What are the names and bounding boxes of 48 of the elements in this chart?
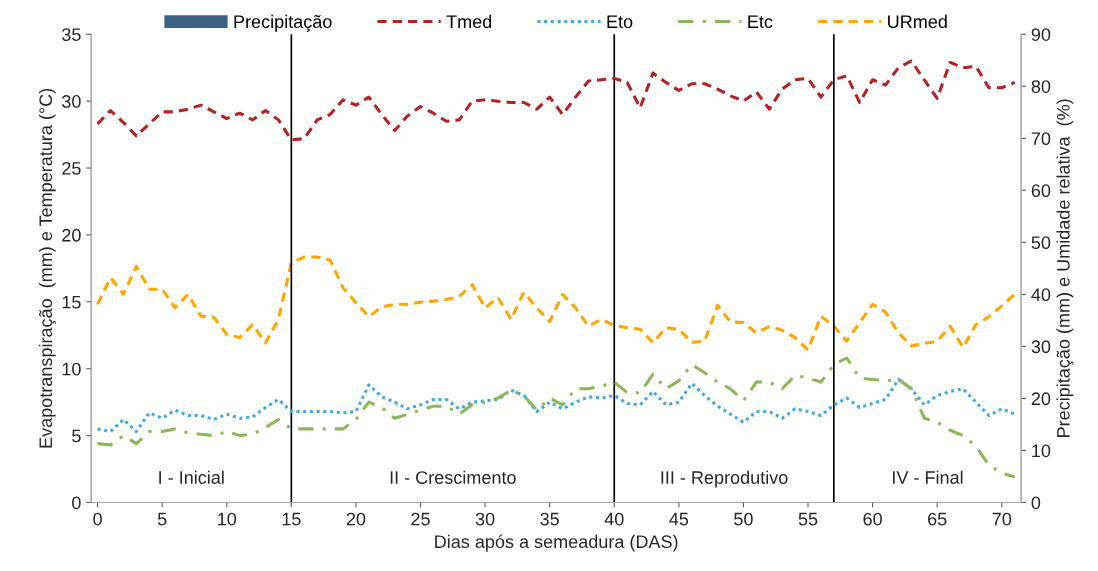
y-tick-label: 15 [62, 295, 81, 309]
y2-tick-label: 40 [1031, 288, 1051, 302]
x-tick-label: 70 [992, 512, 1012, 526]
y2-tick-label: 0 [1031, 496, 1041, 510]
y-tick-label: 0 [72, 496, 81, 510]
y-tick-label: 30 [62, 95, 81, 108]
x-tick-label: 50 [734, 512, 753, 526]
line-series [96, 59, 1017, 142]
y2-tick-label: 90 [1031, 28, 1051, 41]
annotation: II - Crescimento [390, 470, 516, 484]
y2-tick-label: 60 [1031, 184, 1051, 198]
x-tick-label: 15 [282, 512, 301, 526]
x-tick-label: 25 [411, 512, 430, 526]
y2-tick-label: 10 [1032, 444, 1051, 458]
legend-label: Etc [748, 15, 773, 29]
legend-label: Eto [607, 15, 633, 29]
y-tick-label: 5 [72, 429, 81, 443]
y-axis-title: Evapotranspiração (mm) e Temperatura (°C) [38, 88, 56, 448]
x-tick-label: 10 [218, 512, 237, 526]
x-tick-label: 20 [346, 512, 366, 526]
y2-tick-label: 80 [1031, 80, 1051, 93]
x-tick-label: 40 [604, 512, 624, 526]
y-tick-label: 10 [62, 362, 81, 376]
x-tick-label: 0 [93, 512, 102, 526]
x-tick-label: 5 [157, 512, 167, 526]
annotation: III - Reprodutivo [661, 470, 788, 488]
x-tick-label: 35 [540, 512, 559, 526]
x-tick-label: 45 [669, 512, 689, 526]
y2-tick-label: 70 [1031, 132, 1051, 146]
annotation: I - Inicial [159, 470, 224, 484]
y2-tick-label: 30 [1031, 340, 1051, 354]
line-series [96, 255, 1017, 352]
x-tick-label: 55 [798, 512, 818, 526]
x-tick-label: 60 [863, 512, 882, 526]
x-tick-label: 30 [475, 512, 495, 526]
y2-tick-label: 50 [1031, 236, 1051, 250]
x-tick-label: 65 [928, 512, 947, 526]
y-tick-label: 25 [62, 161, 81, 175]
y-tick-label: 35 [62, 28, 81, 41]
y-tick-label: 20 [62, 228, 81, 242]
x-axis-title: Dias após a semeadura (DAS) [435, 534, 678, 552]
y2-tick-label: 20 [1031, 392, 1051, 406]
legend-label: Precipitação [234, 14, 332, 32]
line-series [96, 377, 1017, 434]
legend-label: URmed [888, 14, 947, 29]
legend-label: Tmed [446, 14, 492, 29]
y2-axis-title: Precipitação (mm) e Umidade relativa (%) [1056, 99, 1074, 437]
annotation: IV - Final [893, 470, 963, 484]
